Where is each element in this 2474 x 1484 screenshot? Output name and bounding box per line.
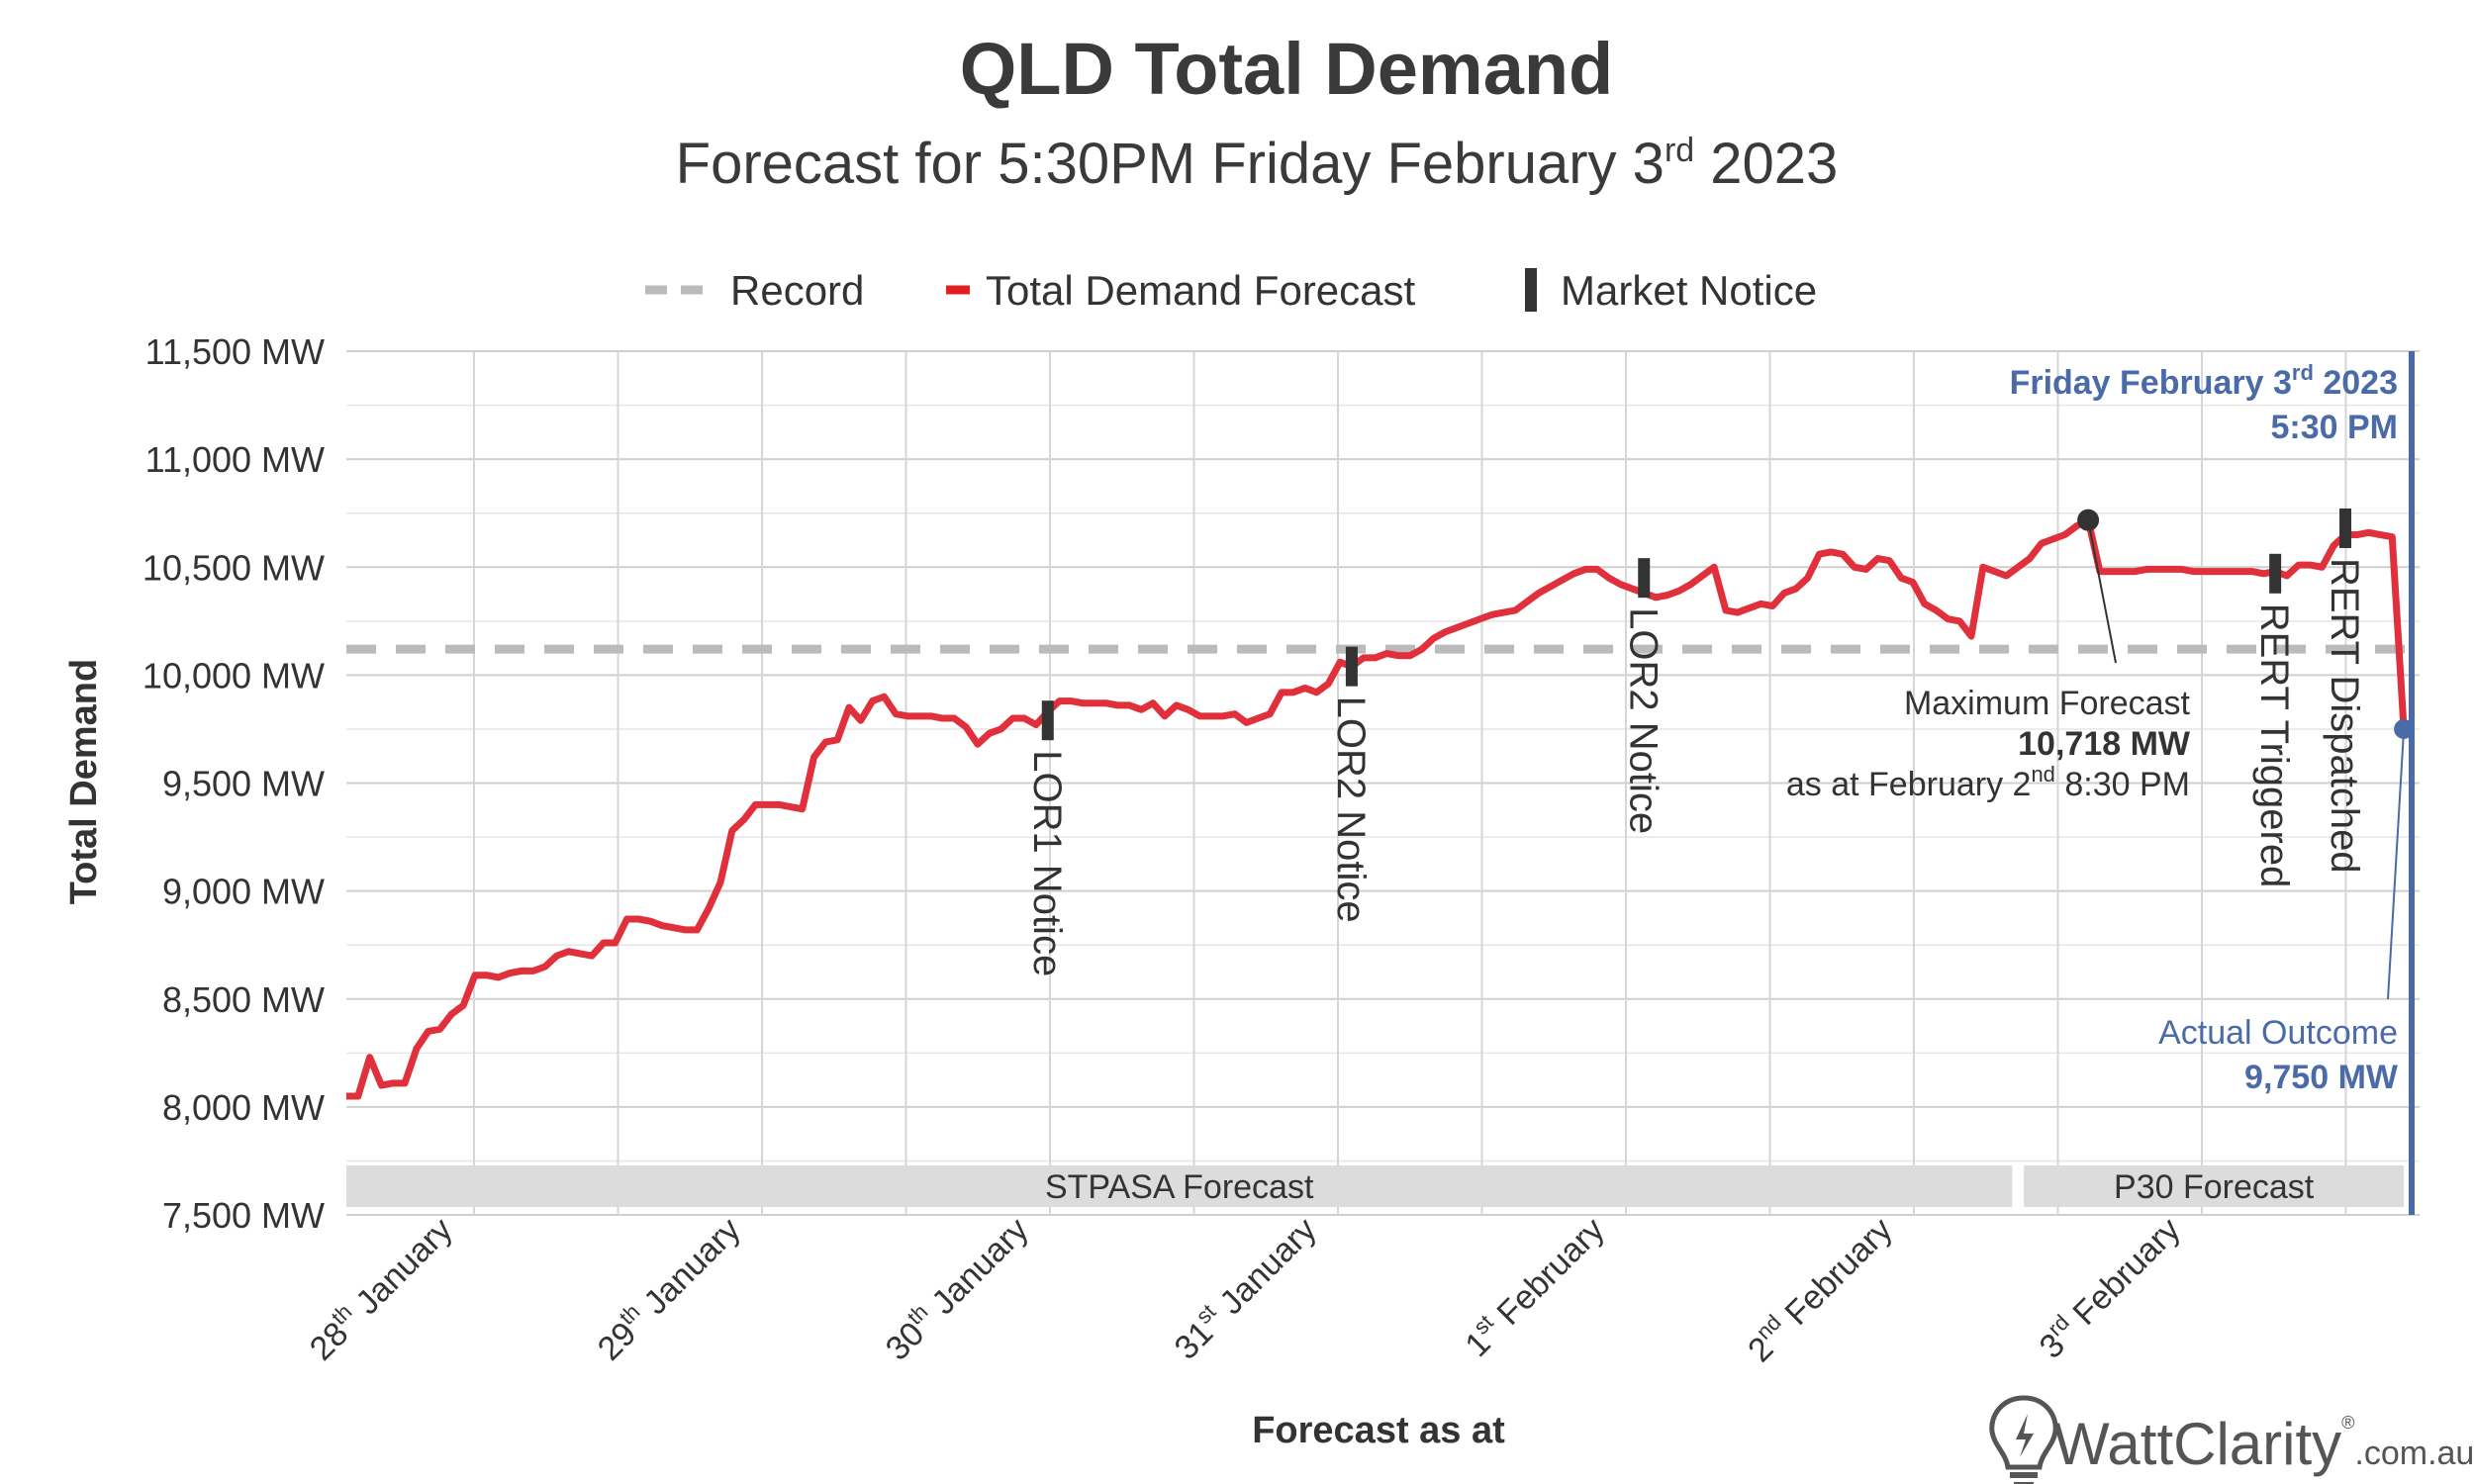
target-annotation: Friday February 3rd 2023 5:30 PM (2010, 360, 2398, 446)
actual-label-line1: Actual Outcome (2158, 1014, 2398, 1052)
brand-logo: WattClarity®.com.au (1989, 1395, 2474, 1484)
maximum-label-line1: Maximum Forecast (1904, 685, 2191, 722)
y-tick-label: 7,500 MW (162, 1195, 325, 1236)
y-tick-label: 10,000 MW (143, 655, 325, 696)
market-notice-label-1: LOR2 Notice (1329, 696, 1373, 923)
legend-notice-label: Market Notice (1561, 267, 1817, 314)
maximum-label-value: 10,718 MW (2018, 725, 2191, 763)
legend: Record Total Demand Forecast Market Noti… (645, 267, 1817, 314)
x-tick-label: 29th January (588, 1208, 748, 1368)
market-notice-label-2: LOR2 Notice (1621, 607, 1665, 834)
target-label-date: Friday February 3rd 2023 (2010, 360, 2398, 402)
maximum-point (2077, 509, 2100, 531)
actual-annotation: Actual Outcome 9,750 MW (2158, 718, 2415, 1096)
band-label-1: P30 Forecast (2114, 1168, 2315, 1206)
grid (346, 350, 2420, 1216)
market-notices: LOR1 Notice LOR2 Notice LOR2 Notice RERT Tr… (1025, 508, 2366, 976)
legend-forecast-label: Total Demand Forecast (986, 267, 1416, 314)
x-tick-label: 1st February (1456, 1208, 1612, 1364)
y-axis: 7,500 MW 8,000 MW 8,500 MW 9,000 MW 9,500 MW… (143, 331, 325, 1236)
series-total-demand-forecast (346, 548, 2021, 1100)
y-tick-label: 11,000 MW (145, 439, 325, 480)
band-1 (2024, 1165, 2405, 1207)
market-notice-label-4: RERT Dispatched (2323, 558, 2366, 874)
legend-record-label: Record (730, 267, 864, 314)
market-notice-marker-4 (2339, 508, 2352, 548)
maximum-annotation: Maximum Forecast 10,718 MW as at Februar… (1786, 509, 2191, 803)
y-axis-title: Total Demand (63, 659, 105, 904)
forecast-bands: STPASA Forecast P30 Forecast (346, 1165, 2405, 1207)
y-tick-label: 11,500 MW (145, 331, 325, 372)
y-tick-label: 10,500 MW (143, 547, 325, 588)
x-tick-label: 30th January (876, 1208, 1036, 1368)
market-notice-marker-3 (2269, 553, 2282, 594)
actual-outcome-point (2394, 718, 2415, 739)
chart-title: QLD Total Demand (960, 28, 1614, 110)
chart-subtitle: Forecast for 5:30PM Friday February 3rd … (676, 132, 1839, 196)
lightbulb-icon (1989, 1395, 2058, 1484)
x-tick-label: 3rd February (2030, 1208, 2188, 1366)
y-tick-label: 9,000 MW (162, 872, 325, 912)
y-tick-label: 8,000 MW (162, 1087, 325, 1128)
market-notice-marker-0 (1041, 700, 1054, 741)
market-notice-label-3: RERT Triggered (2252, 603, 2296, 888)
market-notice-label-0: LOR1 Notice (1025, 750, 1069, 976)
actual-label-value: 9,750 MW (2244, 1059, 2399, 1096)
x-axis-title: Forecast as at (1252, 1410, 1505, 1451)
y-tick-label: 9,500 MW (162, 764, 325, 804)
x-tick-label: 31st January (1165, 1208, 1324, 1367)
market-notice-marker-1 (1345, 646, 1358, 687)
band-0 (346, 1165, 2013, 1207)
market-notice-marker-2 (1638, 558, 1651, 599)
y-tick-label: 8,500 MW (162, 979, 325, 1020)
legend-notice-swatch (1525, 268, 1537, 312)
actual-leader-line (2387, 728, 2406, 1000)
band-label-0: STPASA Forecast (1045, 1168, 1314, 1206)
target-label-time: 5:30 PM (2271, 409, 2399, 446)
maximum-label-line3: as at February 2nd 8:30 PM (1786, 762, 2190, 803)
brand-name: WattClarity®.com.au (2053, 1411, 2474, 1477)
maximum-leader-line (2087, 519, 2117, 664)
x-tick-label: 2nd February (1738, 1208, 1899, 1369)
